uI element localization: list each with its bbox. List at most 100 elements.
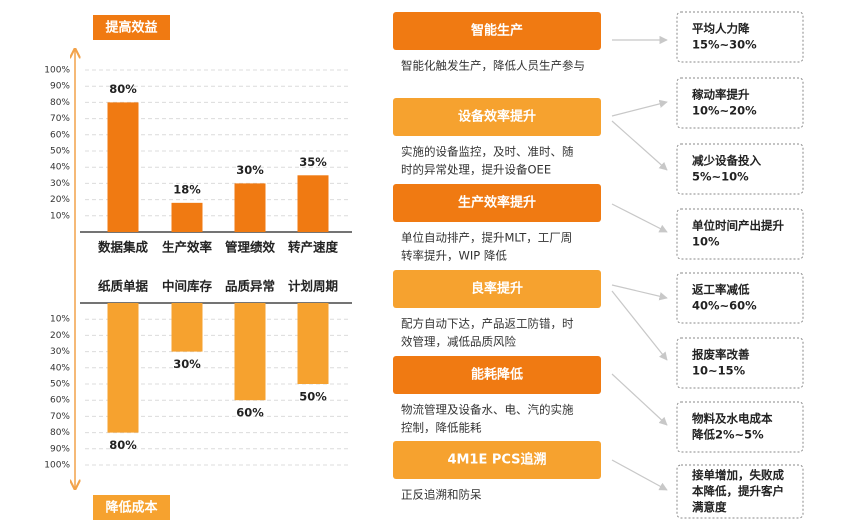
benefit-box bbox=[676, 337, 804, 389]
initiative-description: 转率提升，WIP 降低 bbox=[401, 249, 507, 263]
initiative-description: 控制，降低能耗 bbox=[401, 421, 482, 435]
benefit-box bbox=[676, 208, 804, 260]
initiative-box bbox=[393, 356, 601, 394]
bar-value-label: 80% bbox=[109, 438, 137, 452]
connector-arrow bbox=[611, 290, 668, 361]
benefit-text: 满意度 bbox=[692, 500, 727, 514]
y-tick-label: 30% bbox=[50, 347, 70, 357]
y-tick-label: 80% bbox=[50, 428, 70, 438]
y-tick-label: 60% bbox=[50, 396, 70, 406]
top-label: 提高效益 bbox=[105, 20, 157, 36]
bar-value-label: 50% bbox=[299, 390, 327, 404]
initiative-box bbox=[393, 270, 601, 308]
benefit-box bbox=[676, 272, 804, 324]
bar-value-label: 30% bbox=[236, 163, 264, 177]
benefit-box bbox=[676, 143, 804, 195]
initiative-description: 时的异常处理，提升设备OEE bbox=[401, 163, 551, 177]
y-tick-label: 100% bbox=[44, 461, 70, 471]
connector-arrow bbox=[611, 203, 668, 233]
benefit-text: 平均人力降 bbox=[692, 22, 750, 36]
category-label: 中间库存 bbox=[162, 279, 213, 294]
initiative-box bbox=[393, 98, 601, 136]
initiative-description: 物流管理及设备水、电、汽的实施 bbox=[401, 403, 574, 417]
bar-value-label: 18% bbox=[173, 182, 201, 196]
bar bbox=[234, 303, 266, 401]
benefit-text: 本降低，提升客户 bbox=[692, 484, 784, 498]
initiative-box bbox=[393, 441, 601, 479]
bar-value-label: 35% bbox=[299, 155, 327, 169]
y-tick-label: 90% bbox=[50, 82, 70, 92]
benefit-text: 接单增加，失败成 bbox=[692, 468, 784, 482]
bottom-label-box bbox=[93, 495, 170, 520]
benefit-box bbox=[676, 464, 804, 519]
y-tick-label: 100% bbox=[44, 66, 70, 76]
category-label: 品质异常 bbox=[225, 279, 275, 294]
bar bbox=[107, 303, 139, 433]
initiative-box bbox=[393, 184, 601, 222]
bar-value-label: 30% bbox=[173, 357, 201, 371]
initiative-title: 4M1E PCS追溯 bbox=[447, 452, 546, 468]
initiative-title: 良率提升 bbox=[471, 281, 523, 297]
y-tick-label: 70% bbox=[50, 114, 70, 124]
category-label: 管理绩效 bbox=[225, 240, 276, 255]
benefit-text: 10%~20% bbox=[692, 104, 757, 118]
y-tick-label: 60% bbox=[50, 130, 70, 140]
y-tick-label: 50% bbox=[50, 380, 70, 390]
benefit-text: 40%~60% bbox=[692, 299, 757, 313]
initiative-description: 配方自动下达，产品返工防错，时 bbox=[401, 317, 574, 331]
bar-value-label: 80% bbox=[109, 82, 137, 96]
benefit-text: 减少设备投入 bbox=[692, 154, 761, 168]
initiative-description: 单位自动排产，提升MLT，工厂周 bbox=[401, 231, 572, 245]
initiative-title: 能耗降低 bbox=[471, 367, 523, 383]
y-tick-label: 40% bbox=[50, 363, 70, 373]
benefit-text: 报废率改善 bbox=[692, 348, 750, 362]
category-label: 纸质单据 bbox=[98, 279, 149, 294]
top-label-box bbox=[93, 15, 170, 40]
initiative-description: 实施的设备监控，及时、准时、随 bbox=[401, 145, 574, 159]
category-label: 生产效率 bbox=[162, 240, 213, 255]
y-tick-label: 80% bbox=[50, 98, 70, 108]
benefit-text: 15%~30% bbox=[692, 38, 757, 52]
initiative-description: 智能化触发生产，降低人员生产参与 bbox=[401, 59, 585, 73]
y-tick-label: 20% bbox=[50, 331, 70, 341]
benefit-text: 10% bbox=[692, 235, 720, 249]
initiative-description: 正反追溯和防呆 bbox=[401, 488, 482, 502]
connector-arrow bbox=[611, 120, 668, 171]
initiative-box bbox=[393, 12, 601, 50]
benefit-box bbox=[676, 77, 804, 129]
initiative-title: 生产效率提升 bbox=[458, 195, 536, 211]
y-tick-label: 50% bbox=[50, 147, 70, 157]
initiative-description: 效管理，减低品质风险 bbox=[401, 335, 516, 349]
bar-value-label: 60% bbox=[236, 406, 264, 420]
benefit-text: 返工率减低 bbox=[692, 283, 750, 297]
connector-arrow bbox=[611, 284, 668, 301]
benefit-text: 物料及水电成本 bbox=[692, 412, 773, 426]
benefit-text: 10~15% bbox=[692, 364, 746, 378]
benefit-text: 5%~10% bbox=[692, 170, 749, 184]
connector-arrow bbox=[611, 99, 668, 117]
bar bbox=[297, 303, 329, 384]
bar bbox=[171, 202, 203, 232]
bar bbox=[171, 303, 203, 352]
connector-arrow bbox=[611, 373, 668, 426]
bar bbox=[107, 102, 139, 233]
benefit-text: 降低2%~5% bbox=[692, 428, 764, 442]
y-tick-label: 10% bbox=[50, 211, 70, 221]
y-tick-label: 20% bbox=[50, 195, 70, 205]
category-label: 计划周期 bbox=[288, 279, 338, 294]
y-tick-label: 40% bbox=[50, 163, 70, 173]
category-label: 转产速度 bbox=[288, 240, 339, 255]
y-tick-label: 70% bbox=[50, 412, 70, 422]
benefit-box bbox=[676, 401, 804, 453]
y-tick-label: 90% bbox=[50, 444, 70, 454]
content: 10% 20% 30% 40% 50% 60% 70% 80% 90% 100% 80% 数据集成 18… bbox=[44, 11, 804, 519]
bottom-label: 降低成本 bbox=[105, 500, 157, 516]
y-tick-label: 10% bbox=[50, 315, 70, 325]
initiative-title: 智能生产 bbox=[471, 23, 523, 39]
benefit-text: 单位时间产出提升 bbox=[692, 219, 784, 233]
y-tick-label: 30% bbox=[50, 179, 70, 189]
bar bbox=[297, 175, 329, 232]
bar bbox=[234, 183, 266, 232]
